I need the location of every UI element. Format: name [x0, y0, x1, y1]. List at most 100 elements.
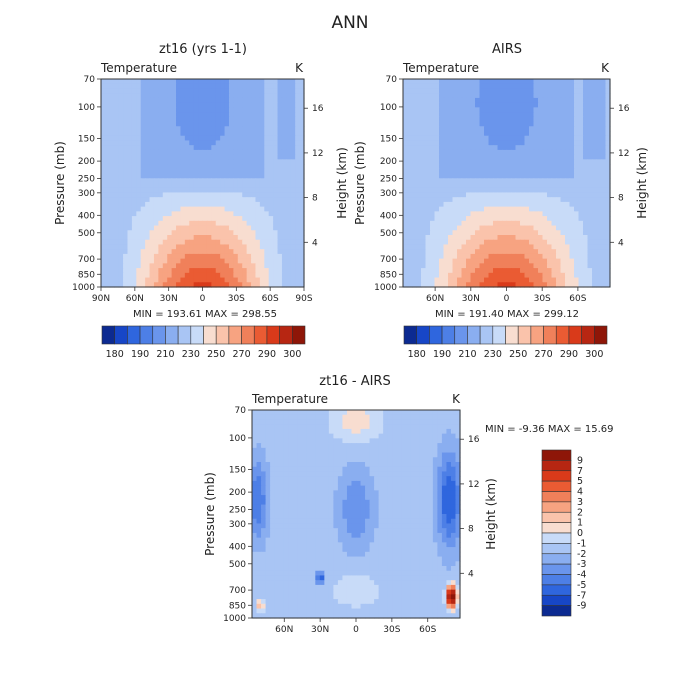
field-cell [574, 159, 580, 165]
field-cell [246, 168, 252, 175]
field-cell [224, 154, 230, 160]
field-cell [383, 438, 389, 444]
field-cell [392, 452, 398, 458]
field-cell [242, 268, 248, 274]
field-cell [290, 235, 296, 241]
field-cell [520, 225, 526, 231]
field-cell [457, 192, 463, 198]
field-cell [529, 201, 535, 208]
field-cell [101, 83, 107, 90]
field-cell [118, 121, 124, 127]
field-cell [565, 102, 571, 108]
field-cell [560, 192, 566, 198]
field-cell [295, 282, 301, 288]
field-cell [145, 277, 151, 283]
field-cell [378, 480, 384, 487]
field-cell [448, 145, 454, 151]
field-cell [114, 216, 120, 222]
field-cell [446, 452, 452, 458]
field-cell [484, 249, 490, 255]
field-cell [273, 159, 279, 165]
field-cell [502, 88, 508, 94]
field-cell [547, 249, 553, 255]
field-cell [224, 258, 230, 264]
field-cell [578, 235, 584, 241]
field-cell [601, 88, 607, 94]
field-cell [601, 258, 607, 264]
field-cell [281, 93, 287, 99]
field-cell [273, 140, 279, 146]
field-cell [457, 183, 463, 189]
field-cell [511, 126, 517, 132]
field-cell [184, 230, 190, 236]
field-cell [251, 206, 257, 212]
field-cell [118, 135, 124, 142]
field-cell [167, 164, 173, 170]
field-cell [430, 83, 436, 90]
field-cell [228, 164, 234, 170]
field-cell [295, 197, 301, 203]
field-cell [407, 112, 413, 118]
field-cell [215, 201, 221, 208]
field-cell [136, 102, 142, 108]
field-cell [202, 239, 208, 246]
field-cell [162, 116, 168, 123]
field-cell [365, 433, 371, 439]
field-cell [565, 263, 571, 269]
field-cell [443, 97, 449, 104]
field-cell [533, 201, 539, 208]
field-cell [457, 201, 463, 208]
field-cell [114, 235, 120, 241]
field-cell [578, 225, 584, 231]
field-cell [605, 258, 611, 264]
field-cell [538, 140, 544, 146]
field-cell [292, 476, 298, 482]
field-cell [131, 211, 137, 217]
field-cell [360, 457, 366, 463]
field-cell [502, 131, 508, 137]
field-cell [233, 230, 239, 236]
field-cell [511, 244, 517, 250]
field-cell [198, 149, 204, 156]
field-cell [299, 121, 305, 127]
field-cell [452, 107, 458, 113]
field-cell [255, 102, 261, 108]
field-cell [378, 438, 384, 444]
field-cell [233, 159, 239, 165]
field-cell [220, 112, 226, 118]
field-cell [439, 88, 445, 94]
field-cell [268, 88, 274, 94]
field-cell [118, 230, 124, 236]
field-cell [193, 282, 199, 288]
field-cell [189, 282, 195, 288]
field-cell [310, 438, 316, 444]
field-cell [569, 230, 575, 236]
field-cell [405, 471, 411, 477]
field-cell [506, 206, 512, 212]
field-cell [421, 183, 427, 189]
field-cell [295, 220, 301, 227]
field-cell [506, 277, 512, 283]
field-cell [466, 173, 472, 179]
field-cell [273, 183, 279, 189]
x-tick-label: 60S [569, 294, 586, 304]
field-cell [470, 272, 476, 279]
field-cell [524, 83, 530, 90]
field-cell [470, 244, 476, 250]
field-cell [560, 183, 566, 189]
field-cell [475, 154, 481, 160]
field-cell [342, 443, 348, 449]
field-cell [333, 462, 339, 468]
field-cell [101, 272, 107, 279]
field-cell [105, 277, 111, 283]
field-cell [605, 149, 611, 156]
field-cell [425, 197, 431, 203]
field-cell [416, 230, 422, 236]
field-cell [101, 235, 107, 241]
field-cell [470, 79, 476, 85]
field-cell [153, 216, 159, 222]
field-cell [299, 112, 305, 118]
field-cell [242, 249, 248, 255]
field-cell [529, 258, 535, 264]
field-cell [565, 126, 571, 132]
